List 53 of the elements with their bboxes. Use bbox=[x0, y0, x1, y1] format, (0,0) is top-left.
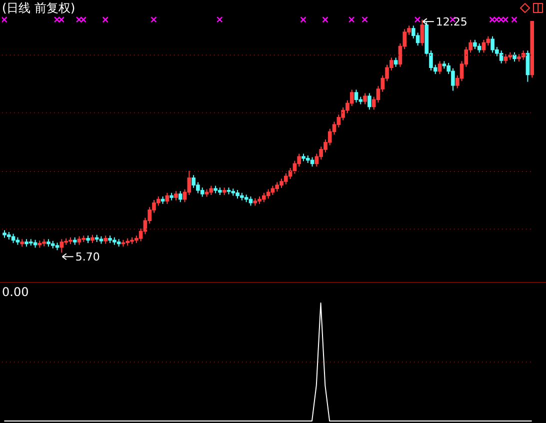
candlestick bbox=[336, 114, 341, 128]
candlestick bbox=[72, 236, 77, 246]
candlestick bbox=[253, 198, 258, 206]
candlestick bbox=[55, 242, 60, 251]
candlestick bbox=[442, 60, 446, 70]
candlestick bbox=[170, 192, 174, 201]
candlestick bbox=[204, 188, 209, 198]
candlestick bbox=[178, 190, 182, 203]
candlestick bbox=[504, 54, 508, 64]
candlestick bbox=[354, 89, 358, 103]
candlestick bbox=[116, 238, 121, 248]
candlestick bbox=[244, 194, 248, 203]
annotation: 5.70 bbox=[75, 250, 100, 264]
annotation: 12.25 bbox=[436, 16, 468, 29]
candlestick bbox=[6, 232, 11, 240]
candlestick bbox=[126, 238, 130, 246]
candlestick bbox=[270, 185, 275, 196]
candlestick bbox=[420, 19, 424, 46]
candlestick bbox=[314, 153, 319, 168]
candlestick bbox=[499, 50, 504, 64]
candlestick bbox=[174, 190, 178, 201]
candlestick bbox=[416, 32, 420, 46]
candlestick bbox=[473, 39, 477, 50]
candlestick bbox=[521, 50, 526, 60]
candlestick bbox=[16, 236, 20, 246]
candlestick bbox=[526, 50, 530, 82]
candlestick bbox=[187, 170, 192, 196]
candlestick bbox=[328, 128, 332, 146]
candlestick bbox=[306, 155, 310, 164]
candlestick bbox=[438, 60, 442, 75]
candlestick bbox=[94, 234, 99, 242]
candlestick bbox=[222, 187, 226, 196]
text: 0.00 bbox=[2, 285, 29, 299]
candlestick bbox=[38, 240, 42, 248]
candlestick bbox=[368, 92, 372, 110]
candlestick bbox=[156, 196, 160, 206]
candlestick bbox=[104, 235, 108, 244]
candlestick bbox=[86, 235, 90, 244]
candlestick bbox=[226, 187, 231, 195]
candlestick bbox=[363, 92, 367, 105]
candlestick bbox=[297, 153, 301, 168]
candlestick bbox=[60, 238, 64, 254]
candlestick bbox=[165, 192, 170, 204]
candlestick bbox=[20, 238, 24, 248]
candlestick bbox=[160, 196, 165, 204]
candlestick bbox=[411, 25, 416, 39]
candlestick bbox=[394, 57, 398, 68]
candlestick bbox=[350, 89, 354, 107]
candlestick bbox=[209, 185, 214, 196]
candlestick bbox=[50, 240, 55, 249]
candlestick bbox=[200, 187, 204, 198]
chart-title: (日线 前复权) bbox=[2, 0, 76, 17]
candlestick bbox=[90, 234, 94, 244]
